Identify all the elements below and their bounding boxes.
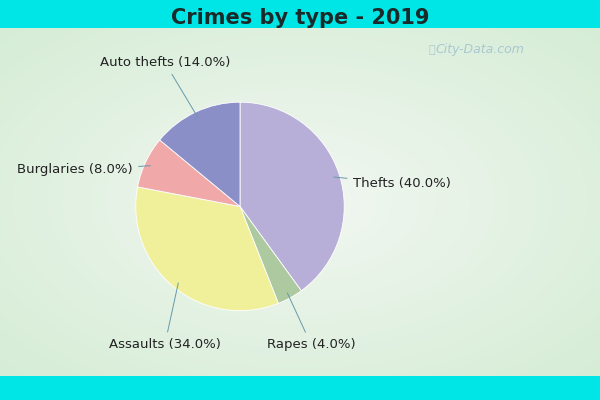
Text: City-Data.com: City-Data.com — [436, 44, 524, 56]
Text: Assaults (34.0%): Assaults (34.0%) — [109, 283, 221, 350]
Wedge shape — [240, 102, 344, 291]
Text: Burglaries (8.0%): Burglaries (8.0%) — [17, 164, 151, 176]
Text: Crimes by type - 2019: Crimes by type - 2019 — [171, 8, 429, 28]
Wedge shape — [136, 187, 278, 311]
Text: Rapes (4.0%): Rapes (4.0%) — [266, 293, 355, 350]
Wedge shape — [240, 206, 301, 303]
Text: Thefts (40.0%): Thefts (40.0%) — [334, 177, 451, 190]
Wedge shape — [160, 102, 240, 206]
Text: Auto thefts (14.0%): Auto thefts (14.0%) — [100, 56, 230, 117]
Wedge shape — [137, 140, 240, 206]
Text: ⓘ: ⓘ — [428, 45, 436, 55]
